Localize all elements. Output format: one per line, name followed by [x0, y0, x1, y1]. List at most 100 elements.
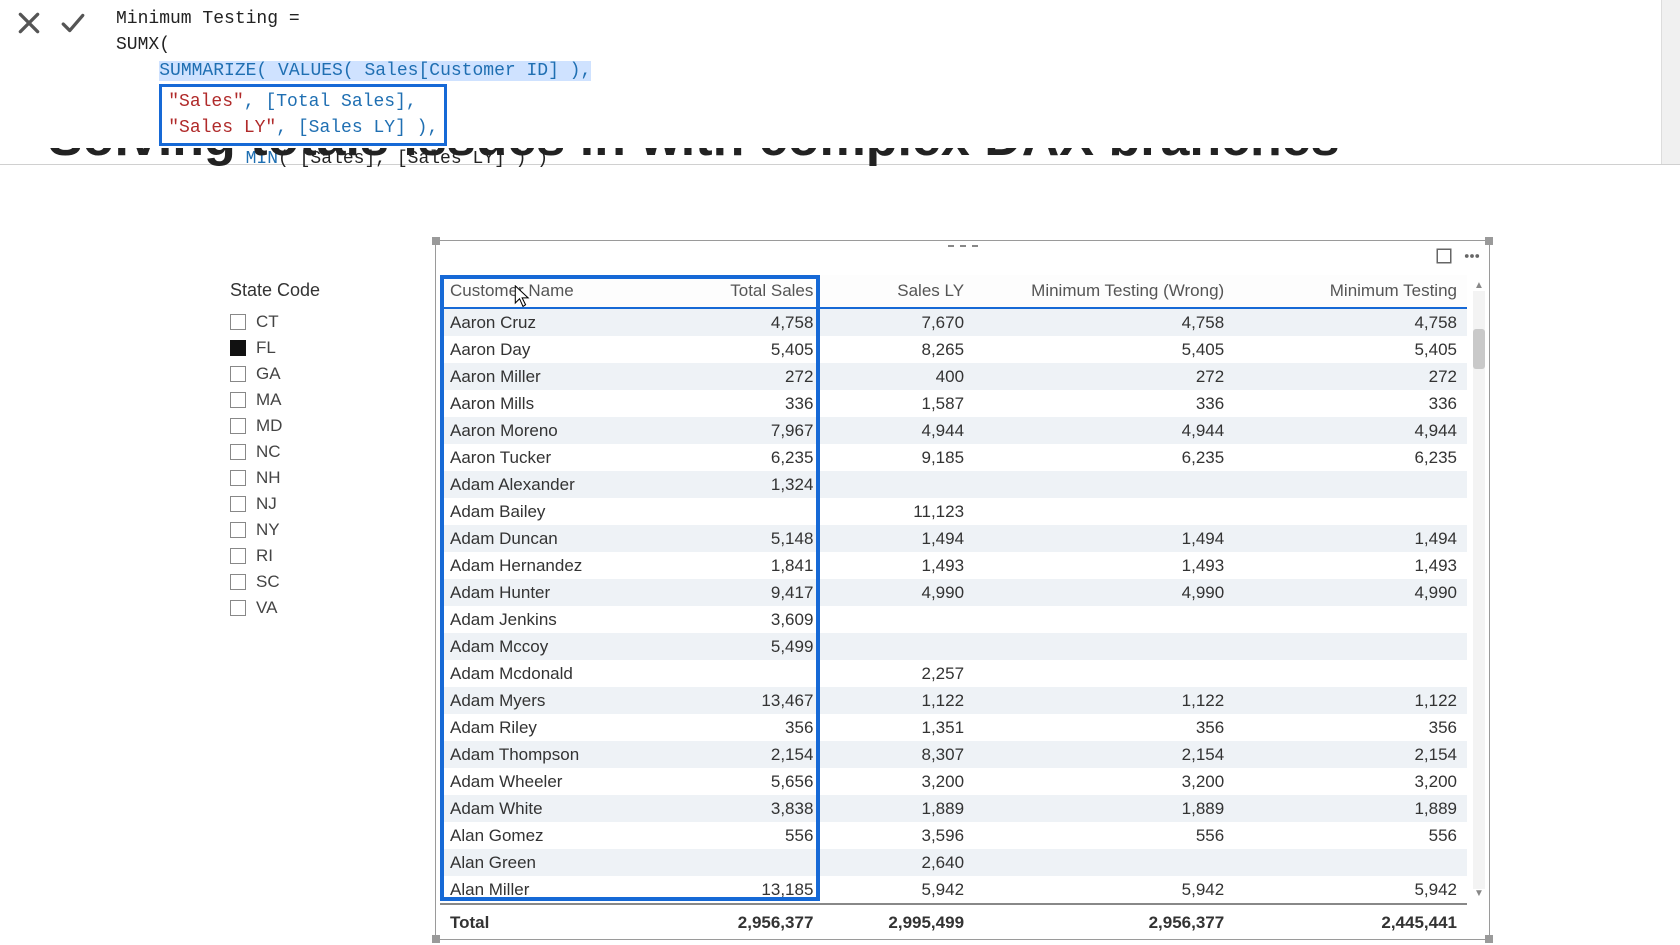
table-row[interactable]: Adam White3,8381,8891,8891,889	[440, 795, 1467, 822]
table-row[interactable]: Adam Bailey11,123	[440, 498, 1467, 525]
cell-value: 1,494	[823, 525, 974, 552]
row-label: Alan Gomez	[440, 822, 673, 849]
cell-value	[974, 633, 1234, 660]
more-options-icon[interactable]	[1463, 247, 1481, 270]
slicer-item-ga[interactable]: GA	[230, 361, 390, 387]
table-row[interactable]: Adam Myers13,4671,1221,1221,122	[440, 687, 1467, 714]
total-value: 2,445,441	[1234, 904, 1467, 935]
row-label: Aaron Cruz	[440, 308, 673, 336]
slicer-item-label: MA	[256, 390, 282, 410]
table-visual-frame[interactable]: Customer NameTotal SalesSales LYMinimum …	[435, 240, 1490, 940]
table-row[interactable]: Adam Hunter9,4174,9904,9904,990	[440, 579, 1467, 606]
row-label: Aaron Day	[440, 336, 673, 363]
checkbox-icon[interactable]	[230, 548, 246, 564]
checkbox-icon[interactable]	[230, 600, 246, 616]
page-title-clip: Solving totals issues in with complex DA…	[48, 148, 1650, 188]
cell-value: 1,324	[673, 471, 824, 498]
cell-value: 1,494	[974, 525, 1234, 552]
scrollbar-thumb[interactable]	[1473, 329, 1485, 369]
table-row[interactable]: Aaron Tucker6,2359,1856,2356,235	[440, 444, 1467, 471]
checkbox-icon[interactable]	[230, 314, 246, 330]
table-row[interactable]: Adam Duncan5,1481,4941,4941,494	[440, 525, 1467, 552]
checkbox-icon[interactable]	[230, 392, 246, 408]
resize-handle[interactable]	[432, 237, 440, 245]
table-row[interactable]: Alan Miller13,1855,9425,9425,942	[440, 876, 1467, 904]
cell-value: 4,944	[1234, 417, 1467, 444]
resize-handle[interactable]	[1485, 237, 1493, 245]
checkbox-icon[interactable]	[230, 340, 246, 356]
table-row[interactable]: Adam Mccoy5,499	[440, 633, 1467, 660]
table-row[interactable]: Adam Mcdonald2,257	[440, 660, 1467, 687]
slicer-item-md[interactable]: MD	[230, 413, 390, 439]
checkbox-icon[interactable]	[230, 444, 246, 460]
table-row[interactable]: Adam Alexander1,324	[440, 471, 1467, 498]
checkbox-icon[interactable]	[230, 470, 246, 486]
cell-value: 5,942	[823, 876, 974, 904]
row-label: Adam Hunter	[440, 579, 673, 606]
resize-handle[interactable]	[1485, 935, 1493, 943]
table-row[interactable]: Adam Thompson2,1548,3072,1542,154	[440, 741, 1467, 768]
cell-value	[974, 660, 1234, 687]
visual-drag-handle[interactable]	[948, 245, 978, 251]
cell-value: 5,499	[673, 633, 824, 660]
slicer-item-sc[interactable]: SC	[230, 569, 390, 595]
column-header[interactable]: Minimum Testing	[1234, 275, 1467, 308]
slicer-item-label: FL	[256, 338, 276, 358]
slicer-item-nj[interactable]: NJ	[230, 491, 390, 517]
table-row[interactable]: Aaron Mills3361,587336336	[440, 390, 1467, 417]
cell-value: 4,944	[823, 417, 974, 444]
scroll-up-icon[interactable]: ▲	[1473, 281, 1485, 291]
table-row[interactable]: Alan Green2,640	[440, 849, 1467, 876]
cell-value: 336	[673, 390, 824, 417]
checkbox-icon[interactable]	[230, 496, 246, 512]
scroll-down-icon[interactable]: ▼	[1473, 889, 1485, 899]
resize-handle[interactable]	[432, 935, 440, 943]
cell-value	[974, 498, 1234, 525]
slicer-item-label: NH	[256, 468, 281, 488]
column-header[interactable]: Total Sales	[673, 275, 824, 308]
commit-formula-icon[interactable]	[60, 10, 86, 41]
table-row[interactable]: Aaron Miller272400272272	[440, 363, 1467, 390]
cell-value: 7,967	[673, 417, 824, 444]
checkbox-icon[interactable]	[230, 574, 246, 590]
slicer-item-ny[interactable]: NY	[230, 517, 390, 543]
cell-value: 556	[974, 822, 1234, 849]
total-label: Total	[440, 904, 673, 935]
column-header[interactable]: Sales LY	[823, 275, 974, 308]
slicer-item-ri[interactable]: RI	[230, 543, 390, 569]
table-vertical-scrollbar[interactable]: ▲ ▼	[1473, 281, 1485, 899]
cell-value	[1234, 849, 1467, 876]
total-value: 2,995,499	[823, 904, 974, 935]
table-row[interactable]: Adam Jenkins3,609	[440, 606, 1467, 633]
slicer-item-nc[interactable]: NC	[230, 439, 390, 465]
cell-value: 3,596	[823, 822, 974, 849]
table-row[interactable]: Alan Gomez5563,596556556	[440, 822, 1467, 849]
slicer-item-ct[interactable]: CT	[230, 309, 390, 335]
column-header[interactable]: Minimum Testing (Wrong)	[974, 275, 1234, 308]
cell-value: 400	[823, 363, 974, 390]
checkbox-icon[interactable]	[230, 522, 246, 538]
cell-value: 6,235	[1234, 444, 1467, 471]
slicer-item-fl[interactable]: FL	[230, 335, 390, 361]
slicer-item-label: SC	[256, 572, 280, 592]
checkbox-icon[interactable]	[230, 418, 246, 434]
column-header[interactable]: Customer Name	[440, 275, 673, 308]
cell-value: 356	[974, 714, 1234, 741]
table-row[interactable]: Aaron Cruz4,7587,6704,7584,758	[440, 308, 1467, 336]
cell-value: 13,467	[673, 687, 824, 714]
table-row[interactable]: Aaron Moreno7,9674,9444,9444,944	[440, 417, 1467, 444]
formula-editor[interactable]: Minimum Testing = SUMX( SUMMARIZE( VALUE…	[96, 4, 591, 172]
table-row[interactable]: Adam Riley3561,351356356	[440, 714, 1467, 741]
cell-value: 4,990	[823, 579, 974, 606]
cancel-formula-icon[interactable]	[16, 10, 42, 41]
slicer-item-ma[interactable]: MA	[230, 387, 390, 413]
formula-scrollbar[interactable]	[1661, 0, 1680, 164]
table-row[interactable]: Adam Hernandez1,8411,4931,4931,493	[440, 552, 1467, 579]
cell-value: 356	[1234, 714, 1467, 741]
slicer-item-va[interactable]: VA	[230, 595, 390, 621]
table-row[interactable]: Adam Wheeler5,6563,2003,2003,200	[440, 768, 1467, 795]
checkbox-icon[interactable]	[230, 366, 246, 382]
slicer-item-nh[interactable]: NH	[230, 465, 390, 491]
focus-mode-icon[interactable]	[1435, 247, 1453, 270]
table-row[interactable]: Aaron Day5,4058,2655,4055,405	[440, 336, 1467, 363]
